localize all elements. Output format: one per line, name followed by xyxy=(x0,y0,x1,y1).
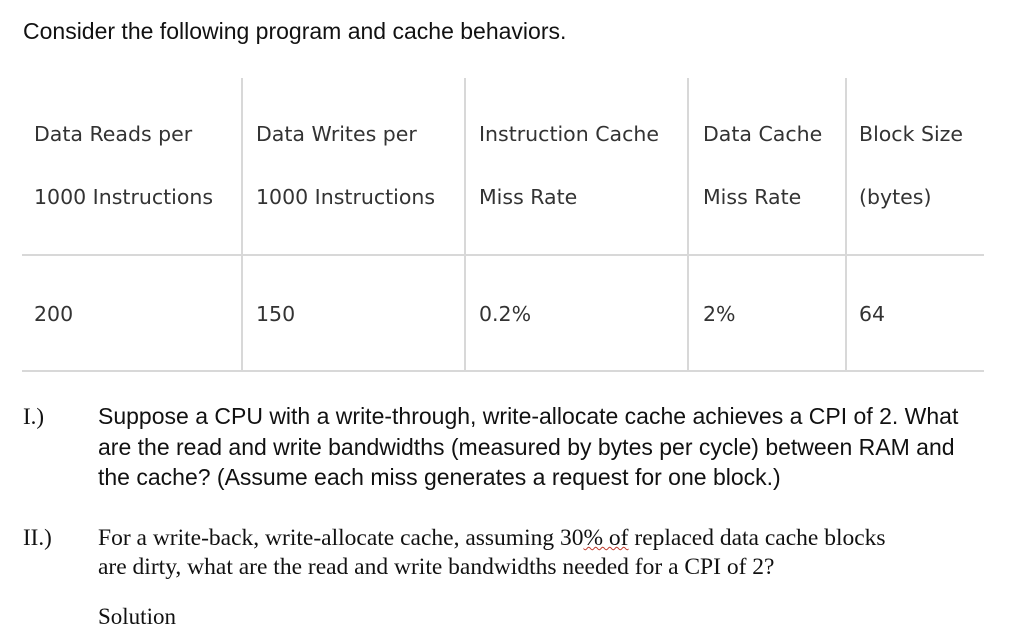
spellcheck-underlined-text: % of xyxy=(583,525,629,551)
header-line1: Data Reads per xyxy=(34,122,193,146)
table-bottom-border xyxy=(22,370,984,372)
header-divider xyxy=(22,254,984,256)
question-2-line-1: For a write-back, write-allocate cache, … xyxy=(98,524,998,553)
table-cell: 0.2% xyxy=(479,302,532,326)
question-2-line-1-end: replaced data cache blocks xyxy=(628,525,886,551)
table-cell: 64 xyxy=(859,302,886,326)
table-cell: 2% xyxy=(703,302,736,326)
question-2-line-1-start: For a write-back, write-allocate cache, … xyxy=(98,525,584,551)
header-line1: Data Writes per xyxy=(256,122,417,146)
header-line2: Miss Rate xyxy=(479,185,578,209)
intro-text: Consider the following program and cache… xyxy=(23,18,567,44)
header-line1: Instruction Cache xyxy=(479,122,659,146)
table-cell: 200 xyxy=(34,302,74,326)
question-1-number: I.) xyxy=(23,404,45,429)
cache-parameters-table: Data Reads per 1000 Instructions Data Wr… xyxy=(22,78,984,372)
column-divider xyxy=(687,78,689,372)
table-cell: 150 xyxy=(256,302,296,326)
question-2-line-2: are dirty, what are the read and write b… xyxy=(98,554,775,580)
header-line1: Block Size xyxy=(859,122,964,146)
header-line2: Miss Rate xyxy=(703,185,802,209)
question-2-number: II.) xyxy=(23,525,52,550)
column-divider xyxy=(241,78,243,372)
header-line2: 1000 Instructions xyxy=(34,185,214,209)
question-2-text: For a write-back, write-allocate cache, … xyxy=(98,524,998,582)
column-divider xyxy=(845,78,847,372)
header-line1: Data Cache xyxy=(703,122,823,146)
column-divider xyxy=(464,78,466,372)
header-line2: (bytes) xyxy=(859,185,932,209)
solution-heading-cut-off: Solution xyxy=(98,604,176,629)
question-1-text: Suppose a CPU with a write-through, writ… xyxy=(98,403,959,490)
header-line2: 1000 Instructions xyxy=(256,185,436,209)
